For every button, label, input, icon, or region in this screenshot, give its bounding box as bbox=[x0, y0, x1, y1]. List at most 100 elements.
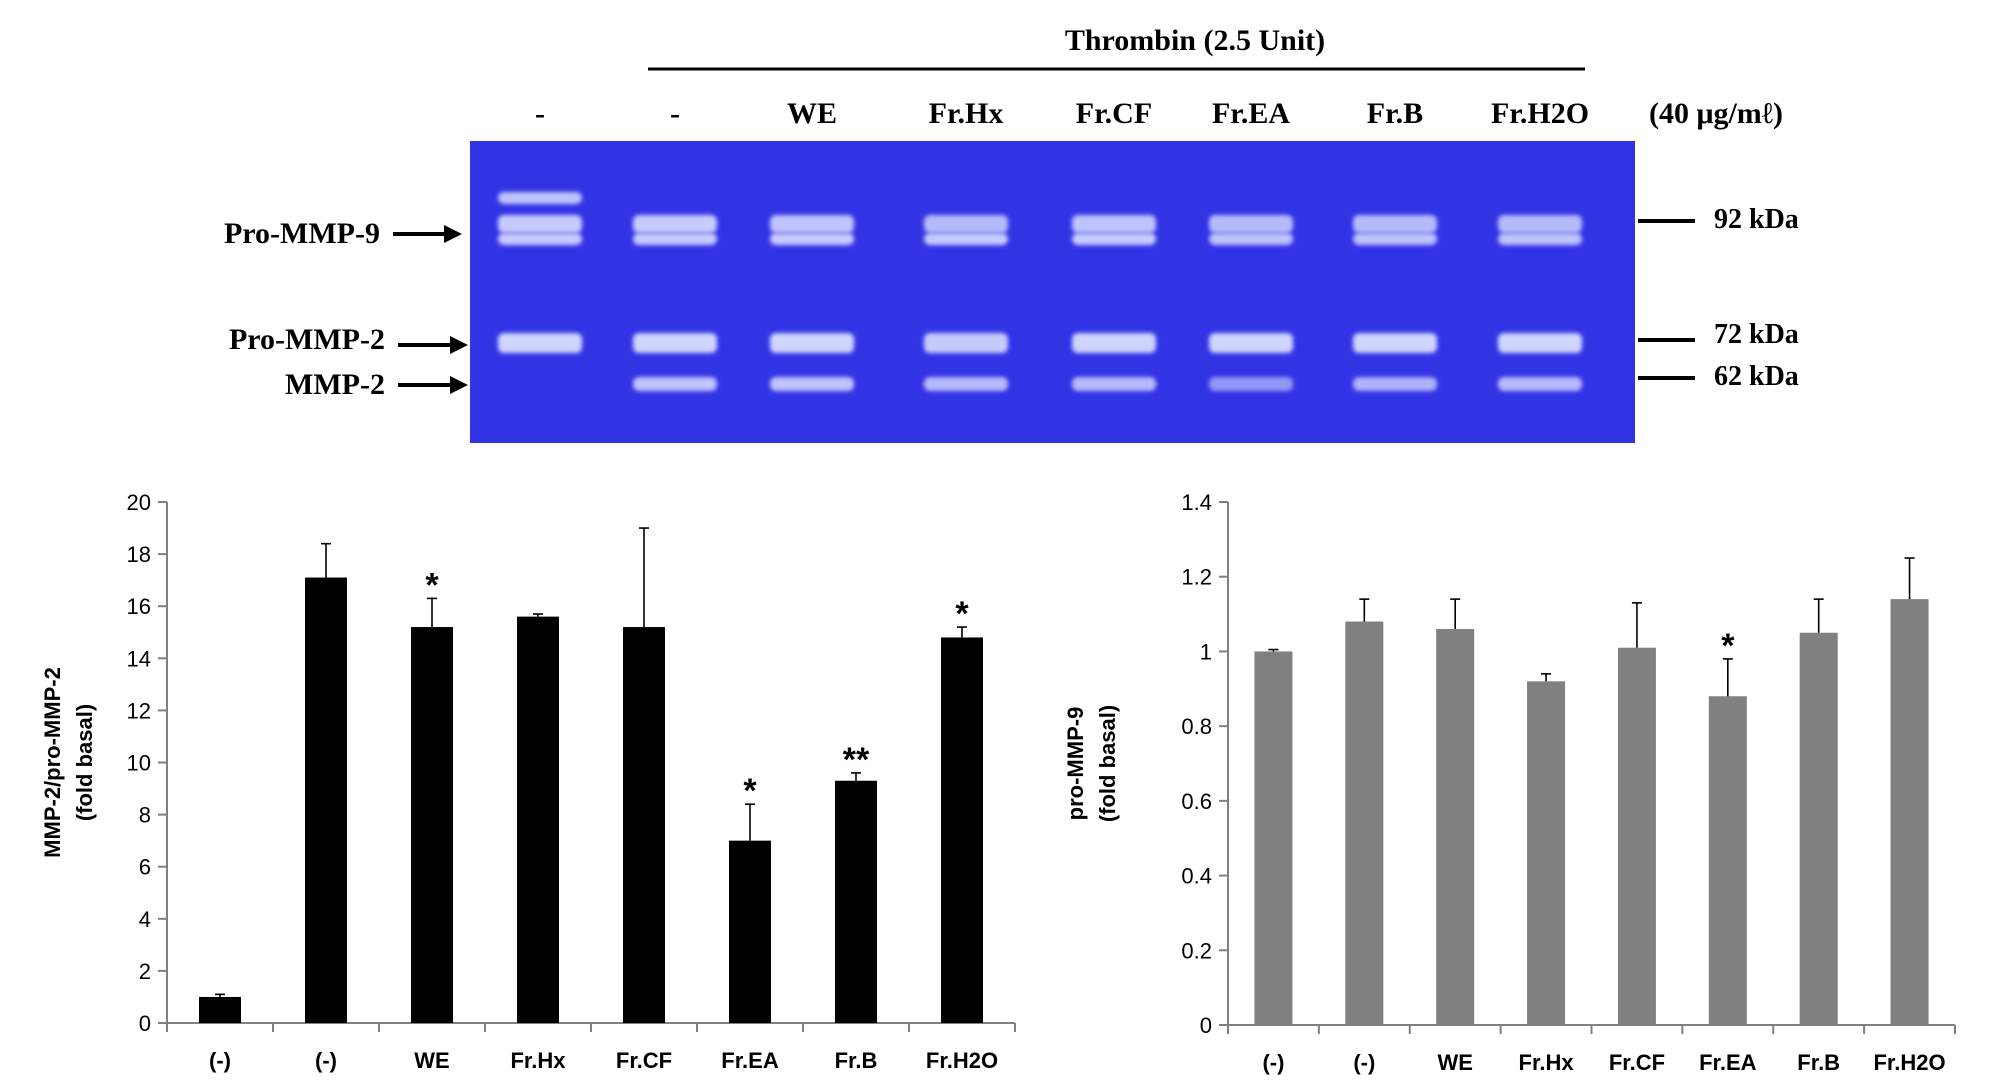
x-tick-label: Fr.EA bbox=[1699, 1050, 1757, 1075]
bar bbox=[1708, 696, 1747, 1025]
gel-background bbox=[470, 141, 1635, 443]
x-tick-label: Fr.H2O bbox=[1873, 1050, 1945, 1075]
y-tick-label: 8 bbox=[139, 803, 151, 828]
y-tick-label: 1.2 bbox=[1181, 565, 1212, 590]
gel-band bbox=[633, 377, 717, 391]
x-tick-label: Fr.B bbox=[835, 1048, 878, 1073]
y-tick-label: 6 bbox=[139, 855, 151, 880]
chart-pro-mmp9: 0 0.2 0.4 0.6 0.8 1 1.2 1.4 (-) (-) WE Fr.Hx Fr.CF * F… bbox=[1063, 490, 1956, 1075]
significance-mark: ** bbox=[843, 741, 870, 779]
y-axis-sublabel: (fold basal) bbox=[1095, 705, 1120, 822]
gel-band bbox=[770, 377, 854, 391]
y-tick-label: 4 bbox=[139, 907, 151, 932]
concentration-label: (40 μg/mℓ) bbox=[1649, 97, 1783, 130]
y-tick-label: 1 bbox=[1200, 639, 1212, 664]
gel-band bbox=[633, 233, 717, 245]
arrow-pro-mmp2 bbox=[398, 336, 468, 354]
bar bbox=[729, 840, 771, 1023]
gel-band bbox=[1498, 233, 1582, 245]
y-tick-label: 12 bbox=[127, 698, 151, 723]
x-tick-label: Fr.EA bbox=[721, 1048, 779, 1073]
chart-mmp2-ratio: 0 2 4 6 8 10 12 14 16 18 20 (-) (-) * WE Fr.Hx Fr.CF * Fr.… bbox=[40, 490, 1016, 1073]
bar bbox=[623, 627, 665, 1023]
gel-band bbox=[1209, 233, 1293, 245]
y-tick-label: 0.6 bbox=[1181, 789, 1212, 814]
y-tick-label: 14 bbox=[127, 646, 151, 671]
arrow-pro-mmp9 bbox=[393, 225, 462, 243]
gel-band bbox=[498, 192, 582, 204]
x-tick-label: Fr.H2O bbox=[926, 1048, 998, 1073]
significance-mark: * bbox=[955, 595, 969, 633]
y-tick-label: 0.2 bbox=[1181, 938, 1212, 963]
gel-band bbox=[1353, 333, 1437, 353]
gel-band bbox=[1209, 333, 1293, 353]
lane-label: - bbox=[670, 97, 680, 130]
gel-band bbox=[1209, 215, 1293, 233]
gel-band bbox=[498, 333, 582, 353]
bar bbox=[517, 616, 559, 1023]
gel-band bbox=[1353, 215, 1437, 233]
lane-label: WE bbox=[787, 97, 837, 130]
y-tick-label: 0 bbox=[1200, 1013, 1212, 1038]
y-tick-label: 2 bbox=[139, 959, 151, 984]
y-tick-label: 18 bbox=[127, 542, 151, 567]
x-tick-label: Fr.Hx bbox=[510, 1048, 566, 1073]
bar bbox=[1527, 681, 1566, 1025]
y-tick-label: 20 bbox=[127, 490, 151, 515]
bar bbox=[411, 627, 453, 1023]
gel-band bbox=[924, 215, 1008, 233]
y-tick-label: 0 bbox=[139, 1011, 151, 1036]
y-tick-label: 0.4 bbox=[1181, 864, 1212, 889]
gel-band bbox=[770, 333, 854, 353]
gel-band bbox=[1498, 215, 1582, 233]
gel-band bbox=[1072, 233, 1156, 245]
y-axis-label: MMP-2/pro-MMP-2 bbox=[40, 667, 65, 858]
x-tick-label: (-) bbox=[1353, 1050, 1375, 1075]
lane-label: Fr.B bbox=[1367, 97, 1423, 130]
gel-band bbox=[1209, 377, 1293, 391]
x-tick-label: Fr.Hx bbox=[1519, 1050, 1575, 1075]
gel-band bbox=[924, 233, 1008, 245]
gel-band bbox=[1072, 215, 1156, 233]
bar bbox=[835, 780, 877, 1023]
x-tick-label: (-) bbox=[209, 1048, 231, 1073]
gel-band bbox=[1072, 377, 1156, 391]
x-tick-label: (-) bbox=[315, 1048, 337, 1073]
lane-label: Fr.H2O bbox=[1491, 97, 1589, 130]
gel-band bbox=[1353, 233, 1437, 245]
band-label-mmp2: MMP-2 bbox=[285, 368, 385, 401]
gel-band bbox=[770, 215, 854, 233]
bar bbox=[1345, 621, 1384, 1025]
bar bbox=[1436, 629, 1475, 1025]
bar bbox=[1254, 651, 1293, 1025]
gel-band bbox=[633, 215, 717, 233]
bar bbox=[941, 637, 983, 1023]
x-tick-label: Fr.CF bbox=[1609, 1050, 1665, 1075]
gel-band bbox=[498, 215, 582, 233]
x-tick-label: WE bbox=[414, 1048, 449, 1073]
gel-band bbox=[633, 333, 717, 353]
marker-92kda: 92 kDa bbox=[1714, 204, 1799, 235]
bar bbox=[1799, 632, 1838, 1025]
lane-label: - bbox=[535, 97, 545, 130]
lane-label: Fr.Hx bbox=[929, 97, 1004, 130]
x-tick-label: WE bbox=[1437, 1050, 1472, 1075]
bar bbox=[199, 996, 241, 1023]
gel-band bbox=[924, 333, 1008, 353]
zymography-gel: Thrombin (2.5 Unit) - - WE Fr.Hx Fr.CF Fr.EA F… bbox=[224, 24, 1799, 443]
significance-mark: * bbox=[743, 772, 757, 810]
band-label-pro-mmp2: Pro-MMP-2 bbox=[229, 323, 385, 356]
lane-label: Fr.CF bbox=[1076, 97, 1152, 130]
x-tick-label: Fr.B bbox=[1797, 1050, 1840, 1075]
x-tick-label: Fr.CF bbox=[616, 1048, 672, 1073]
bar bbox=[305, 577, 347, 1023]
bar bbox=[1617, 647, 1656, 1025]
bar bbox=[1890, 599, 1929, 1025]
gel-band bbox=[498, 233, 582, 245]
lane-label: Fr.EA bbox=[1212, 97, 1290, 130]
gel-band bbox=[1498, 377, 1582, 391]
thrombin-header: Thrombin (2.5 Unit) bbox=[1065, 24, 1325, 57]
y-axis-sublabel: (fold basal) bbox=[72, 704, 97, 821]
